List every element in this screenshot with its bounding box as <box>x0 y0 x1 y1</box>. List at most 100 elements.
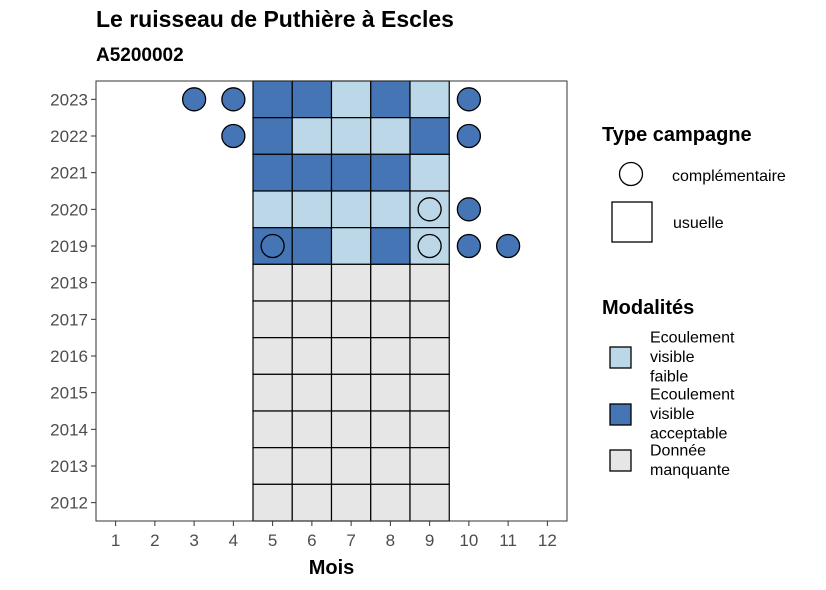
heatmap-cell <box>409 263 450 302</box>
heatmap-cell <box>291 410 333 449</box>
x-tick-label: 10 <box>459 531 478 550</box>
y-tick-label: 2018 <box>50 274 88 293</box>
heatmap-cell <box>370 447 411 485</box>
heatmap-cell <box>370 190 411 229</box>
heatmap-cell <box>330 483 372 522</box>
heatmap-cell <box>370 483 411 522</box>
heatmap-cell <box>252 373 293 412</box>
heatmap-cell <box>409 153 450 192</box>
y-tick-label: 2020 <box>50 200 88 219</box>
heatmap-cell <box>291 447 333 485</box>
heatmap-cell <box>252 80 293 119</box>
data-point <box>181 87 207 112</box>
x-tick-label: 6 <box>307 531 316 550</box>
heatmap-cell <box>252 300 293 339</box>
y-tick-label: 2021 <box>50 164 88 183</box>
heatmap-cell <box>370 337 411 375</box>
data-point <box>221 87 246 112</box>
heatmap-cell <box>291 300 333 339</box>
legend: Type campagne complémentaire usuelle Modali… <box>602 124 786 479</box>
y-tick-label: 2022 <box>50 127 88 146</box>
y-axis: 2012 2013 2014 2015 2016 2017 2018 2019 2020 2021… <box>50 90 96 513</box>
y-tick-label: 2013 <box>50 457 88 476</box>
heatmap-cell <box>370 153 411 192</box>
heatmap-cell <box>330 263 372 302</box>
heatmap-cell <box>409 80 450 119</box>
y-tick-label: 2019 <box>50 237 88 256</box>
heatmap-cell <box>252 410 293 449</box>
heatmap-cell <box>330 190 372 229</box>
heatmap-cell <box>330 410 372 449</box>
data-point <box>456 197 482 222</box>
x-tick-label: 4 <box>229 531 238 550</box>
y-tick-label: 2023 <box>50 90 88 109</box>
panel-border <box>95 80 568 522</box>
chart-title: Le ruisseau de Puthière à Escles <box>96 6 454 32</box>
data-point <box>456 123 482 149</box>
heatmap-cell <box>409 337 450 375</box>
data-point <box>417 197 442 222</box>
heatmap-cell <box>330 80 372 119</box>
legend-key-faible <box>609 346 632 369</box>
heatmap-cell <box>330 153 372 192</box>
x-tick-label: 3 <box>189 531 198 550</box>
data-point <box>417 233 442 259</box>
heatmap-cell <box>291 117 333 155</box>
heatmap-cell <box>409 373 450 412</box>
heatmap-cell <box>330 337 372 375</box>
cells-layer <box>252 80 450 522</box>
heatmap-cell <box>252 483 293 522</box>
heatmap-cell <box>291 190 333 229</box>
heatmap-cell <box>330 227 372 265</box>
x-tick-label: 7 <box>346 531 355 550</box>
heatmap-cell <box>291 263 333 302</box>
legend-key-acceptable <box>609 403 632 426</box>
heatmap-cell <box>252 337 293 375</box>
heatmap-cell <box>409 483 450 522</box>
x-tick-label: 11 <box>499 531 517 550</box>
data-point <box>260 233 285 259</box>
heatmap-cell <box>252 190 293 229</box>
y-tick-label: 2014 <box>50 420 88 439</box>
heatmap-cell <box>330 300 372 339</box>
legend-label-manquante: Donnée manquante <box>650 442 730 479</box>
heatmap-cell <box>291 153 333 192</box>
heatmap-cell <box>370 117 411 155</box>
heatmap-cell <box>370 300 411 339</box>
x-tick-label: 2 <box>150 531 159 550</box>
legend-label-usuelle: usuelle <box>673 215 724 232</box>
heatmap-cell <box>291 80 333 119</box>
y-tick-label: 2016 <box>50 347 88 366</box>
heatmap-cell <box>291 483 333 522</box>
legend-title-modalites: Modalités <box>602 297 694 319</box>
heatmap-cell <box>370 410 411 449</box>
heatmap-cell <box>252 117 293 155</box>
y-tick-label: 2015 <box>50 384 88 403</box>
legend-square-key <box>611 201 653 243</box>
legend-circle-key <box>618 161 644 187</box>
legend-key-manquante <box>609 449 632 472</box>
chart-subtitle: A5200002 <box>96 45 184 66</box>
heatmap-cell <box>252 263 293 302</box>
heatmap-cell <box>252 447 293 485</box>
heatmap-cell <box>291 373 333 412</box>
heatmap-cell <box>370 227 411 265</box>
heatmap-cell <box>291 227 333 265</box>
data-point <box>495 233 521 259</box>
x-tick-label: 5 <box>268 531 277 550</box>
heatmap-cell <box>252 153 293 192</box>
legend-label-complementaire: complémentaire <box>672 168 786 185</box>
x-tick-label: 8 <box>386 531 395 550</box>
y-tick-label: 2012 <box>50 494 88 513</box>
heatmap-cell <box>409 300 450 339</box>
heatmap-cell <box>370 80 411 119</box>
heatmap-cell <box>330 117 372 155</box>
y-tick-label: 2017 <box>50 310 88 329</box>
heatmap-cell <box>330 447 372 485</box>
data-point <box>456 233 482 259</box>
heatmap-cell <box>409 447 450 485</box>
legend-label-acceptable: Ecoulement visible acceptable <box>650 387 735 443</box>
heatmap-cell <box>330 373 372 412</box>
legend-label-faible: Ecoulement visible faible <box>650 330 735 386</box>
